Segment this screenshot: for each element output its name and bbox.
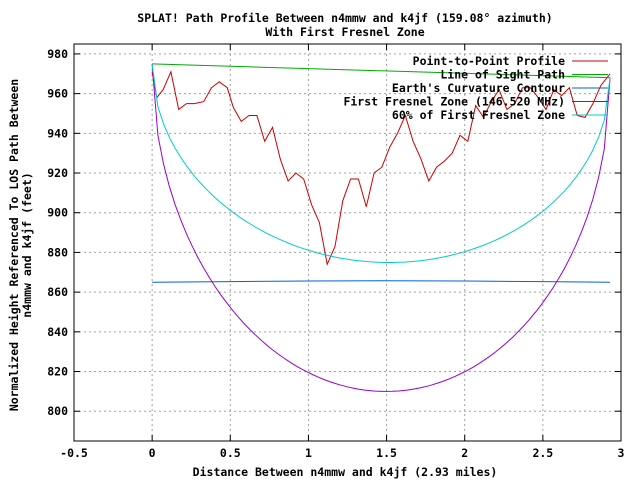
y-tick-label: 860 (47, 285, 68, 299)
y-tick-label: 900 (47, 206, 68, 220)
legend-label: Point-to-Point Profile (413, 54, 565, 68)
series-line-3 (151, 63, 611, 392)
x-tick-label: 1.5 (376, 446, 397, 460)
x-tick-label: 2.5 (532, 446, 553, 460)
y-tick-label: 980 (47, 47, 68, 61)
y-tick-label: 880 (47, 245, 68, 259)
grid (74, 44, 621, 441)
y-tick-label: 840 (47, 325, 68, 339)
x-axis-label: Distance Between n4mmw and k4jf (2.93 mi… (193, 465, 498, 479)
series-line-2 (152, 280, 611, 283)
x-tick-label: 0.5 (220, 446, 241, 460)
x-tick-label: -0.5 (60, 446, 88, 460)
x-tick-label: 1 (305, 446, 312, 460)
series-line-1 (152, 63, 611, 79)
y-tick-label: 960 (47, 87, 68, 101)
y-tick-label: 920 (47, 166, 68, 180)
y-axis-label: Normalized Height Referenced To LOS Path… (7, 79, 34, 411)
y-tick-label: 800 (47, 404, 68, 418)
series-line-0 (151, 70, 611, 266)
chart-title: SPLAT! Path Profile Between n4mmw and k4… (137, 11, 552, 25)
y-axis-label-line-2: n4mmw and k4jf (feet) (20, 172, 34, 317)
legend-label: First Fresnel Zone (146.520 MHz) (343, 95, 565, 109)
y-tick-label: 940 (47, 126, 68, 140)
chart-subtitle: With First Fresnel Zone (265, 25, 424, 39)
ticks: -0.5 0 0.5 1 1.5 2 2.5 3 800 820 840 860 880 900 920 94… (47, 44, 625, 460)
x-tick-label: 3 (618, 446, 625, 460)
y-axis-label-line-1: Normalized Height Referenced To LOS Path… (7, 79, 21, 411)
series-layer (151, 63, 611, 392)
y-tick-label: 820 (47, 365, 68, 379)
x-tick-label: 0 (149, 446, 156, 460)
series-line-4 (151, 63, 611, 263)
x-tick-label: 2 (461, 446, 468, 460)
legend-label: Line of Sight Path (440, 68, 565, 82)
plot-frame (73, 43, 622, 442)
legend-label: 60% of First Fresnel Zone (392, 108, 565, 122)
legend-label: Earth's Curvature Contour (392, 81, 565, 95)
